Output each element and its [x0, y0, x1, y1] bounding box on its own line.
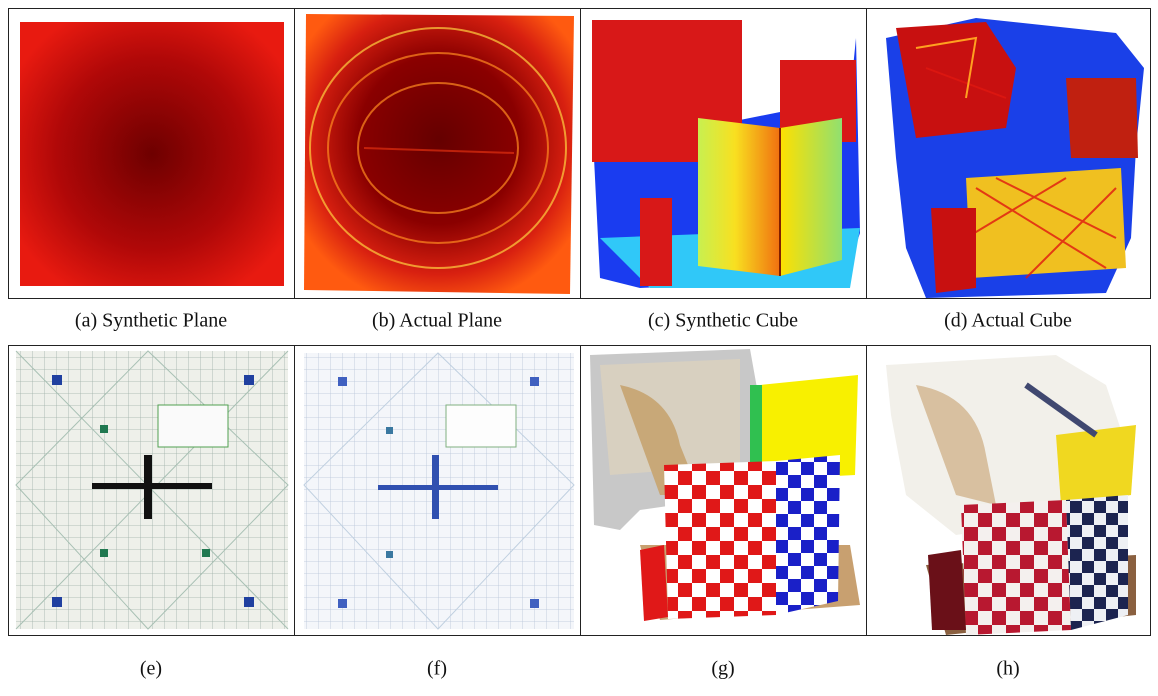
page: {"figure": {"panels": [ {"caption": "(a)…	[0, 0, 1158, 696]
caption: (a) Synthetic Plane	[75, 310, 227, 332]
caption: (d) Actual Cube	[944, 310, 1072, 332]
caption: (h)	[996, 658, 1019, 680]
image-actual-cube	[886, 18, 1144, 298]
image-grid-board	[16, 351, 288, 629]
figure: (a) Synthetic Plane (b) Actual Plane (c)…	[0, 0, 1158, 696]
image-textured-cube	[590, 349, 860, 621]
image-grid-board-actual	[304, 353, 574, 629]
image-synthetic-plane	[20, 22, 284, 286]
image-synthetic-cube	[592, 20, 860, 288]
caption: (e)	[140, 658, 162, 680]
caption: (b) Actual Plane	[372, 310, 502, 332]
image-textured-cube-actual	[886, 355, 1136, 635]
caption: (f)	[427, 658, 447, 680]
caption: (g)	[711, 658, 734, 680]
caption: (c) Synthetic Cube	[648, 310, 798, 332]
image-actual-plane	[304, 14, 574, 294]
